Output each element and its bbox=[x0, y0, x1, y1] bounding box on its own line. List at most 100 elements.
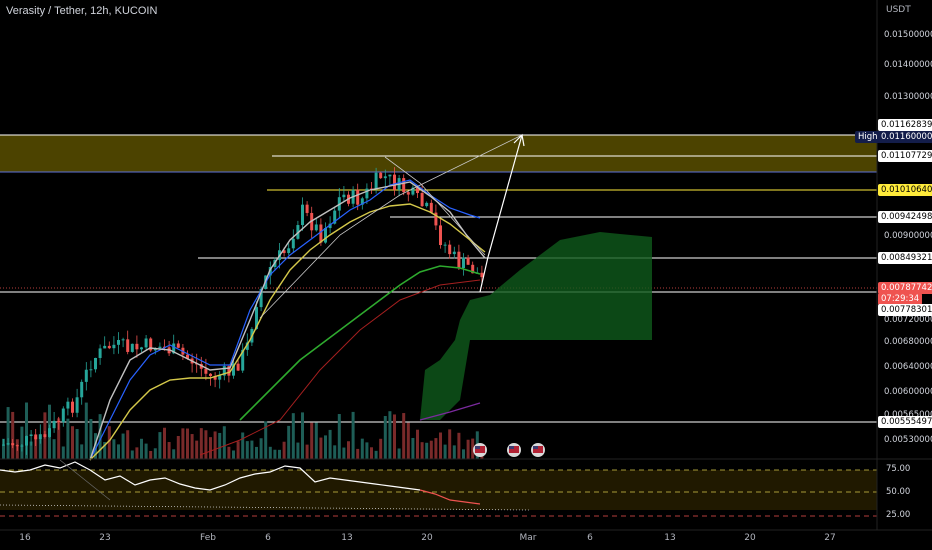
time-tick: 16 bbox=[19, 533, 31, 543]
candle-body bbox=[365, 188, 369, 199]
candle-body bbox=[89, 369, 93, 371]
volume-bar bbox=[98, 414, 102, 459]
candle-body bbox=[34, 434, 38, 440]
rsi-line-white bbox=[0, 461, 421, 491]
volume-bar bbox=[149, 450, 153, 459]
price-tick: 0.00900000 bbox=[884, 231, 932, 241]
volume-bar bbox=[388, 411, 392, 459]
volume-bars bbox=[2, 402, 484, 459]
volume-bar bbox=[259, 438, 263, 459]
volume-bar bbox=[103, 442, 107, 459]
volume-bar bbox=[112, 439, 116, 459]
ma-blue-line bbox=[89, 179, 481, 461]
candle-body bbox=[71, 401, 74, 413]
candle-body bbox=[420, 193, 424, 207]
volume-bar bbox=[393, 414, 396, 459]
volume-bar bbox=[158, 432, 162, 459]
volume-bar bbox=[287, 425, 291, 459]
candle-body bbox=[15, 445, 19, 447]
volume-bar bbox=[351, 411, 355, 459]
ma-white-line bbox=[89, 181, 486, 461]
candle-body bbox=[6, 443, 10, 445]
volume-bar bbox=[305, 444, 309, 459]
rsi-tick: 25.00 bbox=[886, 510, 911, 520]
candle-body bbox=[282, 250, 286, 254]
price-tag-555497: 0.00555497 bbox=[878, 416, 932, 428]
volume-bar bbox=[135, 447, 139, 459]
volume-bar bbox=[38, 439, 42, 459]
candle-body bbox=[11, 443, 15, 446]
candle-body bbox=[319, 224, 323, 243]
price-tag-1162839: 0.01162839 bbox=[878, 119, 932, 131]
volume-bar bbox=[218, 432, 222, 459]
candle-body bbox=[314, 224, 318, 231]
volume-bar bbox=[20, 426, 24, 459]
volume-bar bbox=[71, 426, 74, 459]
volume-bar bbox=[264, 421, 268, 459]
time-tick: 13 bbox=[664, 533, 676, 543]
ma-darkred-line bbox=[199, 279, 481, 456]
candle-body bbox=[379, 172, 383, 179]
volume-bar bbox=[172, 449, 176, 459]
candle-body bbox=[452, 251, 456, 255]
candle-body bbox=[255, 307, 258, 329]
candle-body bbox=[117, 340, 120, 345]
time-tick: 13 bbox=[341, 533, 353, 543]
time-tick: Mar bbox=[519, 533, 537, 543]
candle-body bbox=[204, 368, 208, 374]
candle-body bbox=[301, 204, 304, 226]
candle-body bbox=[144, 338, 148, 348]
price-tag-high: 0.01160000 bbox=[878, 131, 932, 143]
candle-body bbox=[471, 264, 475, 274]
candle-body bbox=[425, 202, 429, 207]
volume-bar bbox=[457, 432, 461, 459]
rsi-tick: 50.00 bbox=[886, 487, 911, 497]
volume-bar bbox=[314, 422, 318, 459]
time-tick: 6 bbox=[265, 533, 271, 543]
ma-green-line bbox=[239, 265, 481, 421]
candle-body bbox=[356, 189, 360, 205]
volume-bar bbox=[121, 433, 125, 459]
candle-body bbox=[462, 257, 465, 269]
rsi-diag-line bbox=[59, 459, 111, 501]
event-flag-icon-us[interactable] bbox=[507, 443, 521, 457]
volume-bar bbox=[176, 435, 180, 459]
volume-bar bbox=[29, 441, 33, 459]
price-tag-942498: 0.00942498 bbox=[878, 211, 932, 223]
volume-bar bbox=[425, 442, 429, 459]
volume-bar bbox=[241, 432, 245, 459]
volume-bar bbox=[107, 426, 111, 459]
event-flag-icon-us[interactable] bbox=[473, 443, 487, 457]
candle-body bbox=[48, 428, 51, 437]
rsi-line-red bbox=[419, 489, 481, 505]
candle-body bbox=[186, 354, 189, 359]
volume-bar bbox=[439, 432, 442, 459]
candle-body bbox=[241, 349, 245, 371]
candle-body bbox=[457, 251, 461, 269]
forecast-arrow bbox=[479, 134, 523, 293]
price-tag-1107729: 0.01107729 bbox=[878, 150, 932, 162]
volume-bar bbox=[57, 418, 61, 459]
candle-body bbox=[103, 345, 107, 349]
volume-bar bbox=[462, 449, 465, 459]
volume-bar bbox=[383, 416, 387, 459]
volume-bar bbox=[66, 418, 70, 459]
candle-body bbox=[176, 343, 180, 348]
volume-bar bbox=[140, 438, 143, 459]
candle-body bbox=[291, 238, 295, 249]
candle-body bbox=[25, 436, 28, 446]
volume-bar bbox=[163, 427, 166, 459]
event-flag-icon-us[interactable] bbox=[531, 443, 545, 457]
candle-body bbox=[328, 223, 332, 229]
candle-body bbox=[135, 343, 139, 350]
candle-body bbox=[393, 174, 396, 190]
volume-bar bbox=[84, 402, 88, 459]
candle-body bbox=[388, 174, 392, 177]
time-tick: 20 bbox=[744, 533, 756, 543]
candle-body bbox=[121, 339, 125, 341]
candle-body bbox=[213, 376, 217, 380]
volume-bar bbox=[420, 442, 424, 459]
volume-bar bbox=[342, 447, 346, 459]
candle-body bbox=[80, 381, 84, 398]
